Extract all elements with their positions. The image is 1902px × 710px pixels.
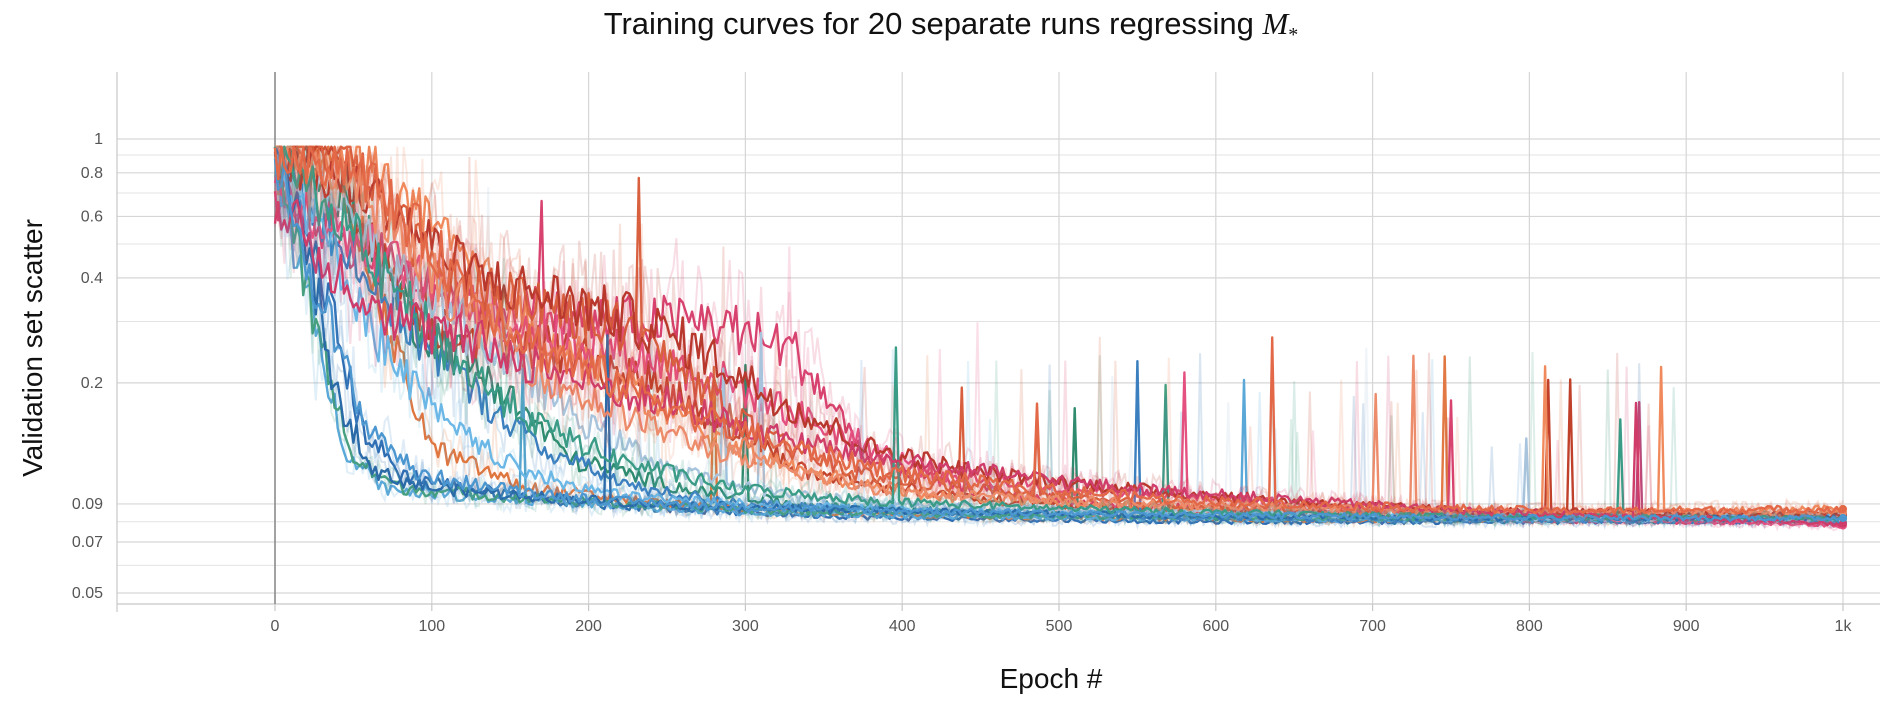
x-tick-label: 1k <box>1835 618 1853 635</box>
series-18-end-point <box>1839 519 1847 528</box>
x-tick-label: 800 <box>1516 618 1543 635</box>
title-symbol: M* <box>1262 6 1299 47</box>
x-tick-label: 400 <box>889 618 916 635</box>
y-tick-label: 0.05 <box>72 585 103 602</box>
y-tick-label: 0.09 <box>72 496 103 513</box>
y-tick-label: 0.6 <box>81 208 103 225</box>
x-tick-label: 200 <box>575 618 602 635</box>
series-layer <box>273 143 1847 532</box>
series-20-raw-line <box>274 143 1844 523</box>
series-20-end-point <box>1839 505 1847 514</box>
series-14-line <box>273 145 1844 519</box>
x-tick-label: 900 <box>1673 618 1700 635</box>
x-tick-label: 0 <box>271 618 280 635</box>
y-tick-label: 0.07 <box>72 534 103 551</box>
y-tick-label: 0.4 <box>81 270 103 287</box>
series-20-line <box>273 145 1844 515</box>
y-tick-label: 0.2 <box>81 375 103 392</box>
axis-layer <box>116 72 1880 612</box>
chart-title: Training curves for 20 separate runs reg… <box>603 6 1299 47</box>
series-19-end-point <box>1839 514 1847 523</box>
x-axis-label: Epoch # <box>1000 663 1103 694</box>
x-tick-label: 700 <box>1359 618 1386 635</box>
tick-layer: 0 100 200 300 400 500 600 700 800 900 1k 1 0.8 0.6 0.4… <box>72 131 1853 635</box>
y-tick-label: 1 <box>94 131 103 148</box>
y-tick-label: 0.8 <box>81 165 103 182</box>
x-tick-label: 300 <box>732 618 759 635</box>
series-19-line <box>273 158 1844 522</box>
x-tick-label: 500 <box>1046 618 1073 635</box>
series-18-line <box>273 198 1844 527</box>
y-axis-label: Validation set scatter <box>17 219 48 477</box>
x-tick-label: 100 <box>418 618 445 635</box>
x-tick-label: 600 <box>1202 618 1229 635</box>
